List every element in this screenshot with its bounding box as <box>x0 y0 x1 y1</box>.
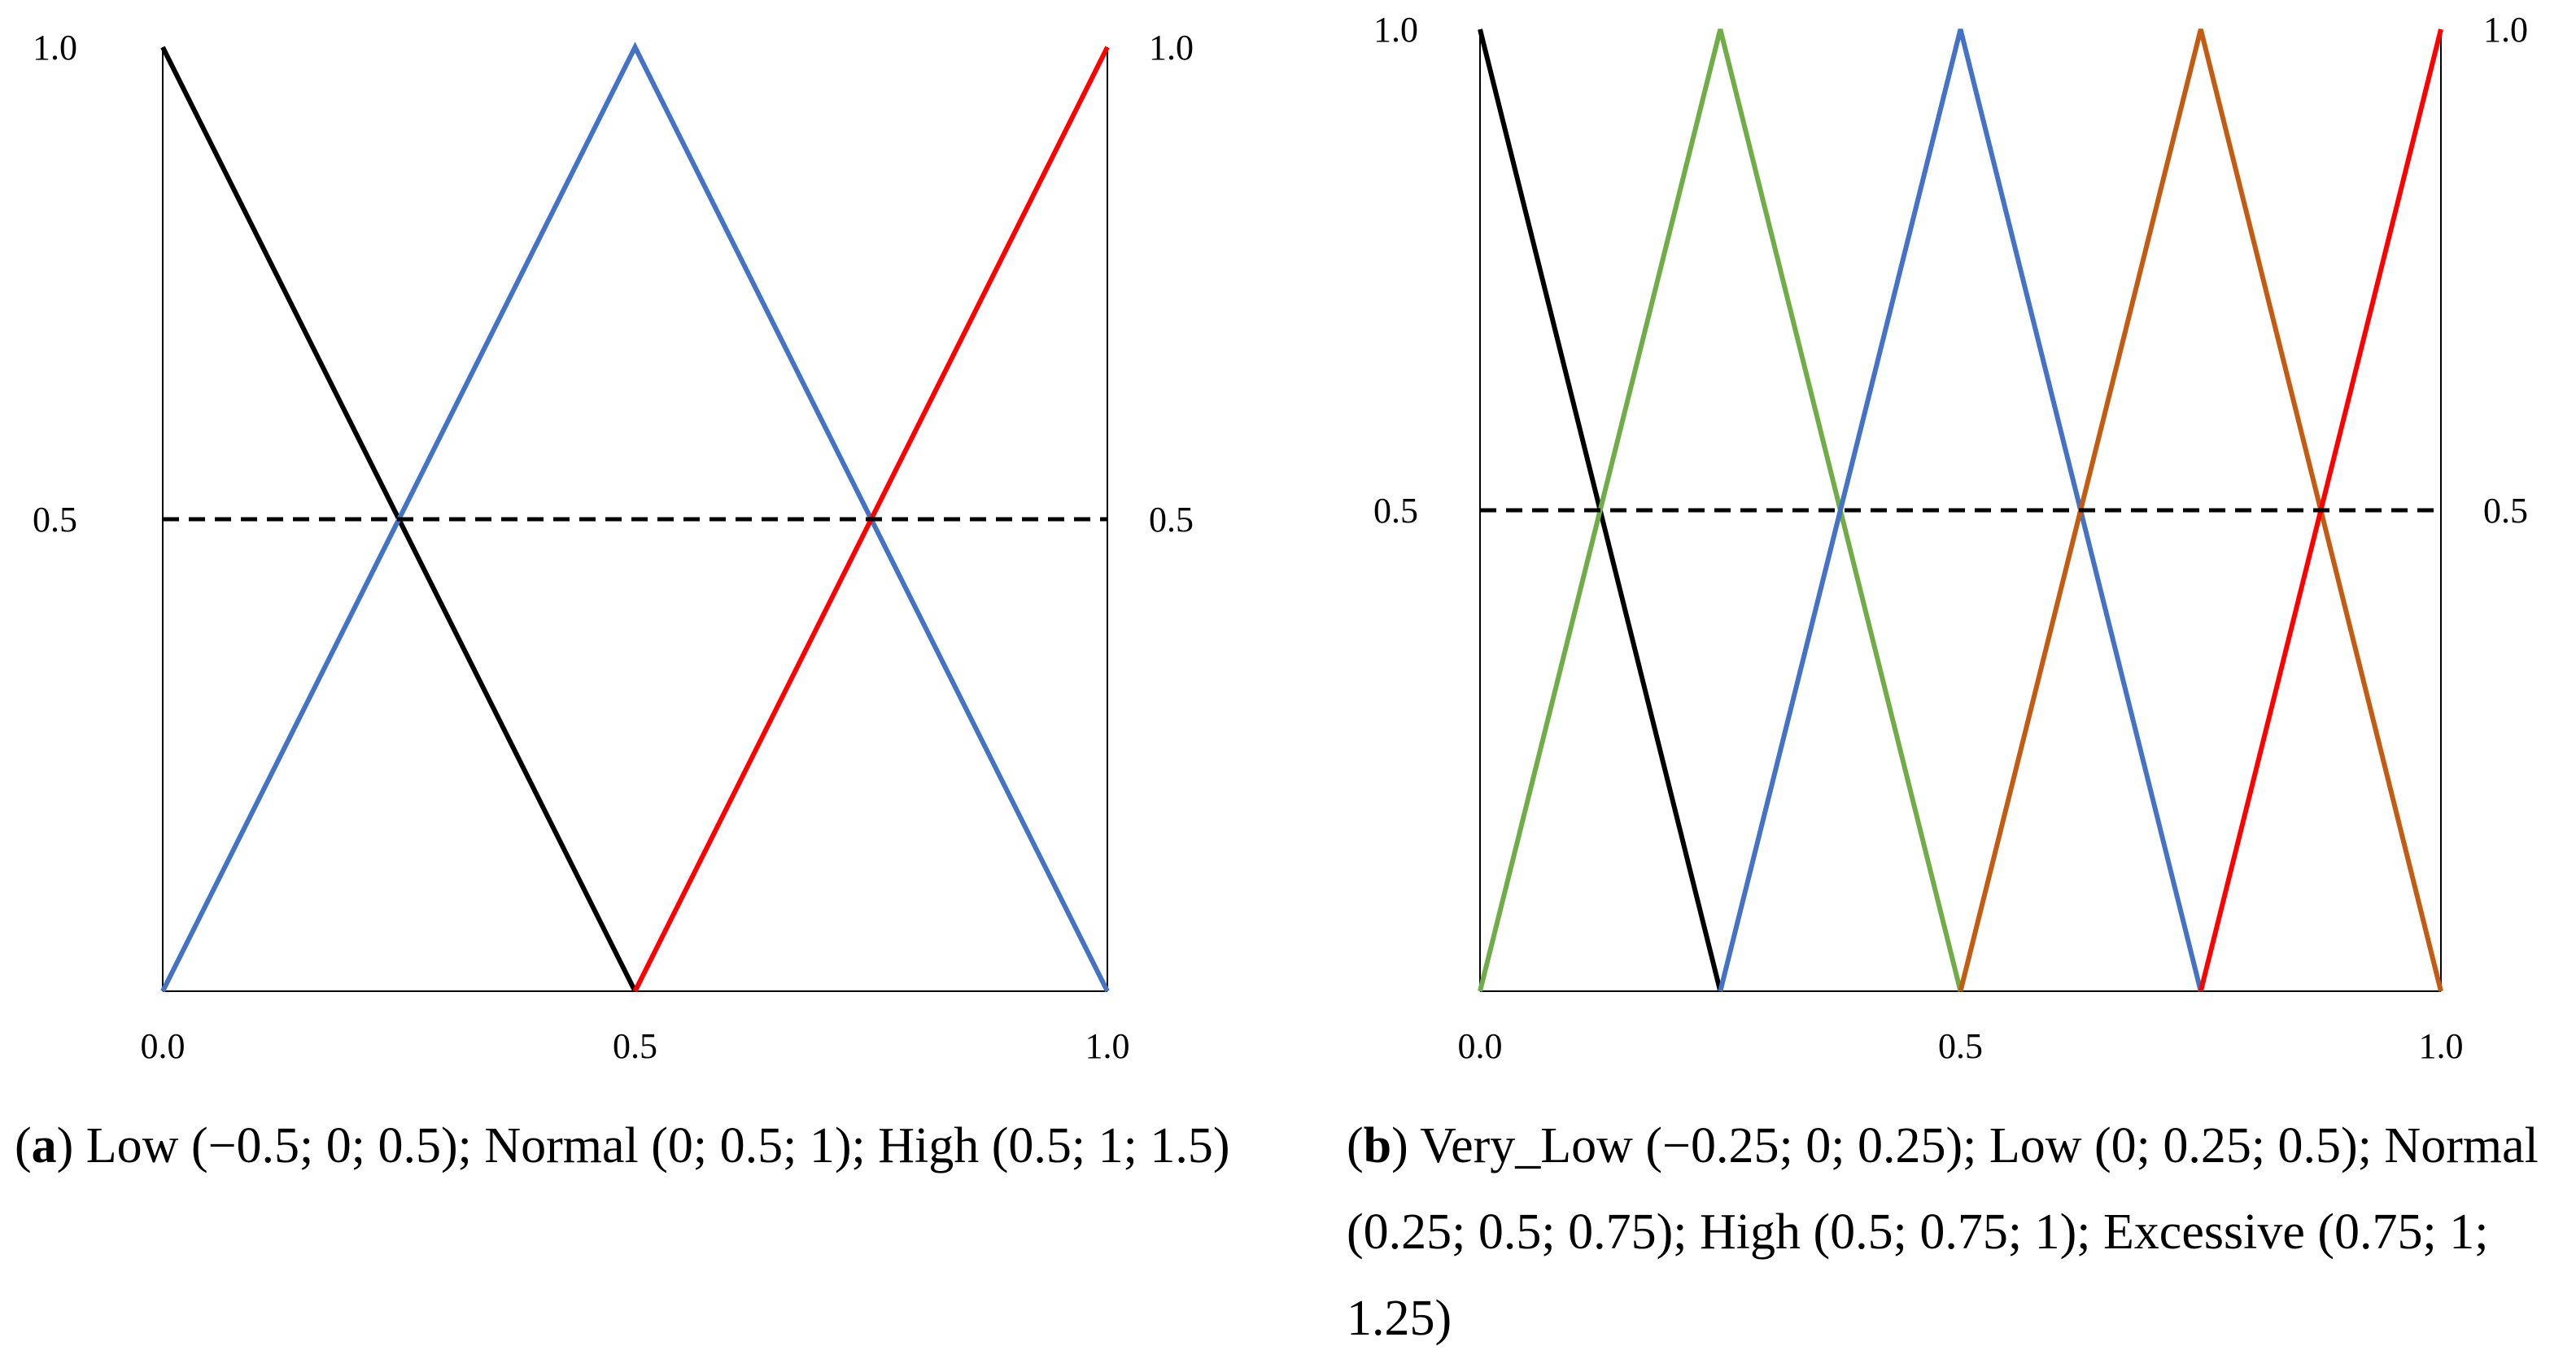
x-tick-label: 0.5 <box>1938 1026 1983 1066</box>
series-line-normal <box>160 42 1110 993</box>
y-tick-label-right: 1.0 <box>2483 10 2528 50</box>
series-line-normal <box>1718 28 2203 992</box>
caption-b: (b) Very_Low (−0.25; 0; 0.25); Low (0; 0… <box>1347 1118 2539 1346</box>
y-tick-label-right: 0.5 <box>2483 491 2528 531</box>
y-tick-label-left: 1.0 <box>1373 10 1418 50</box>
x-tick-label: 1.0 <box>1085 1026 1130 1066</box>
y-tick-label-left: 0.5 <box>33 500 77 540</box>
y-tick-label-right: 0.5 <box>1149 500 1194 540</box>
x-tick-label: 1.0 <box>2419 1026 2464 1066</box>
x-tick-label: 0.0 <box>1458 1026 1503 1066</box>
x-tick-label: 0.5 <box>613 1026 657 1066</box>
caption-b-letter: b <box>1363 1118 1392 1174</box>
chart-panel-a: 0.0 0.5 1.0 1.0 0.5 1.0 0.5 <box>33 28 1194 1066</box>
caption-a-text: ) Low (−0.5; 0; 0.5); Normal (0; 0.5; 1)… <box>56 1118 1230 1174</box>
caption-a: (a) Low (−0.5; 0; 0.5); Normal (0; 0.5; … <box>15 1118 1230 1174</box>
y-tick-label-left: 0.5 <box>1373 491 1418 531</box>
chart-panel-b: 0.0 0.5 1.0 1.0 0.5 1.0 0.5 <box>1373 10 2528 1066</box>
caption-a-letter: a <box>31 1118 57 1174</box>
x-tick-label: 0.0 <box>141 1026 186 1066</box>
y-tick-label-right: 1.0 <box>1149 28 1194 68</box>
y-tick-label-left: 1.0 <box>33 28 77 68</box>
caption-b-text: ) Very_Low (−0.25; 0; 0.25); Low (0; 0.2… <box>1347 1118 2539 1346</box>
series-line-high <box>1958 28 2443 992</box>
series-line-low <box>1478 28 1963 992</box>
